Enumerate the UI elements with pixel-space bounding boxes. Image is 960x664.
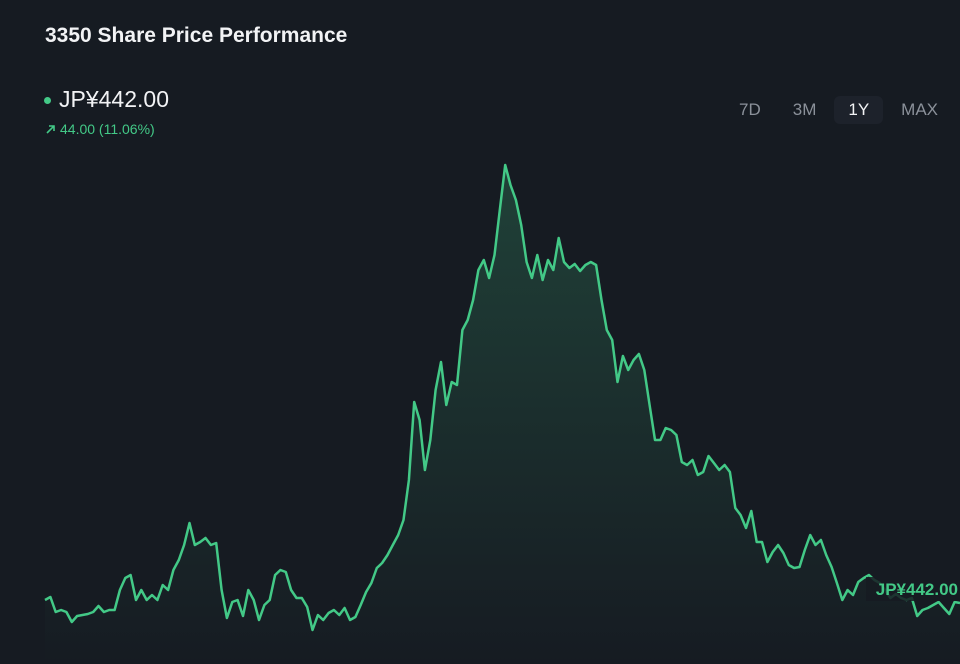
range-tab[interactable]: 7D bbox=[739, 100, 761, 119]
price: JP¥442.00 bbox=[59, 86, 169, 112]
range-tabs: 7D 3M 1Y MAX bbox=[725, 96, 952, 124]
range-tab[interactable]: 1Y bbox=[834, 96, 884, 124]
dot bbox=[44, 97, 51, 105]
price-row: JP¥442.00 bbox=[44, 86, 169, 113]
change-row: 44.00 (11.06%) bbox=[45, 121, 155, 137]
range-tab[interactable]: MAX bbox=[901, 100, 938, 119]
price-line bbox=[44, 163, 960, 632]
end-label-bg bbox=[866, 577, 960, 601]
title: 3350 Share Price Performance bbox=[45, 24, 348, 47]
area-fill bbox=[45, 165, 960, 664]
end-label: JP¥442.00 bbox=[876, 580, 958, 599]
change: 44.00 (11.06%) bbox=[60, 121, 155, 137]
up-arrow bbox=[46, 125, 55, 134]
range-tab[interactable]: 3M bbox=[792, 100, 817, 119]
